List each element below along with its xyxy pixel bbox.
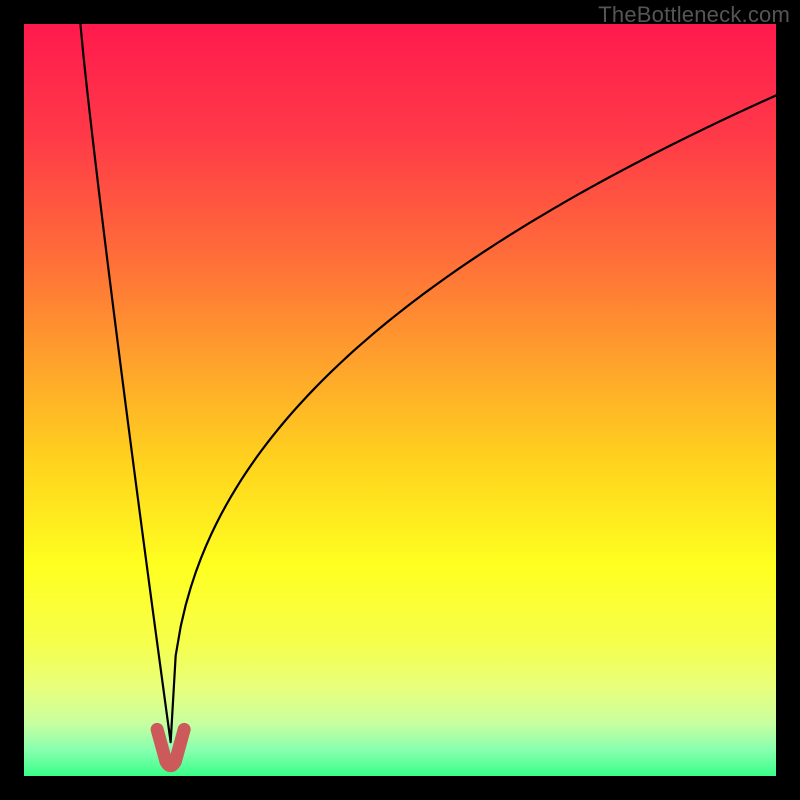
watermark-text: TheBottleneck.com — [598, 2, 790, 28]
plot-area — [24, 24, 776, 776]
chart-frame: TheBottleneck.com — [0, 0, 800, 800]
bottleneck-chart — [0, 0, 800, 800]
